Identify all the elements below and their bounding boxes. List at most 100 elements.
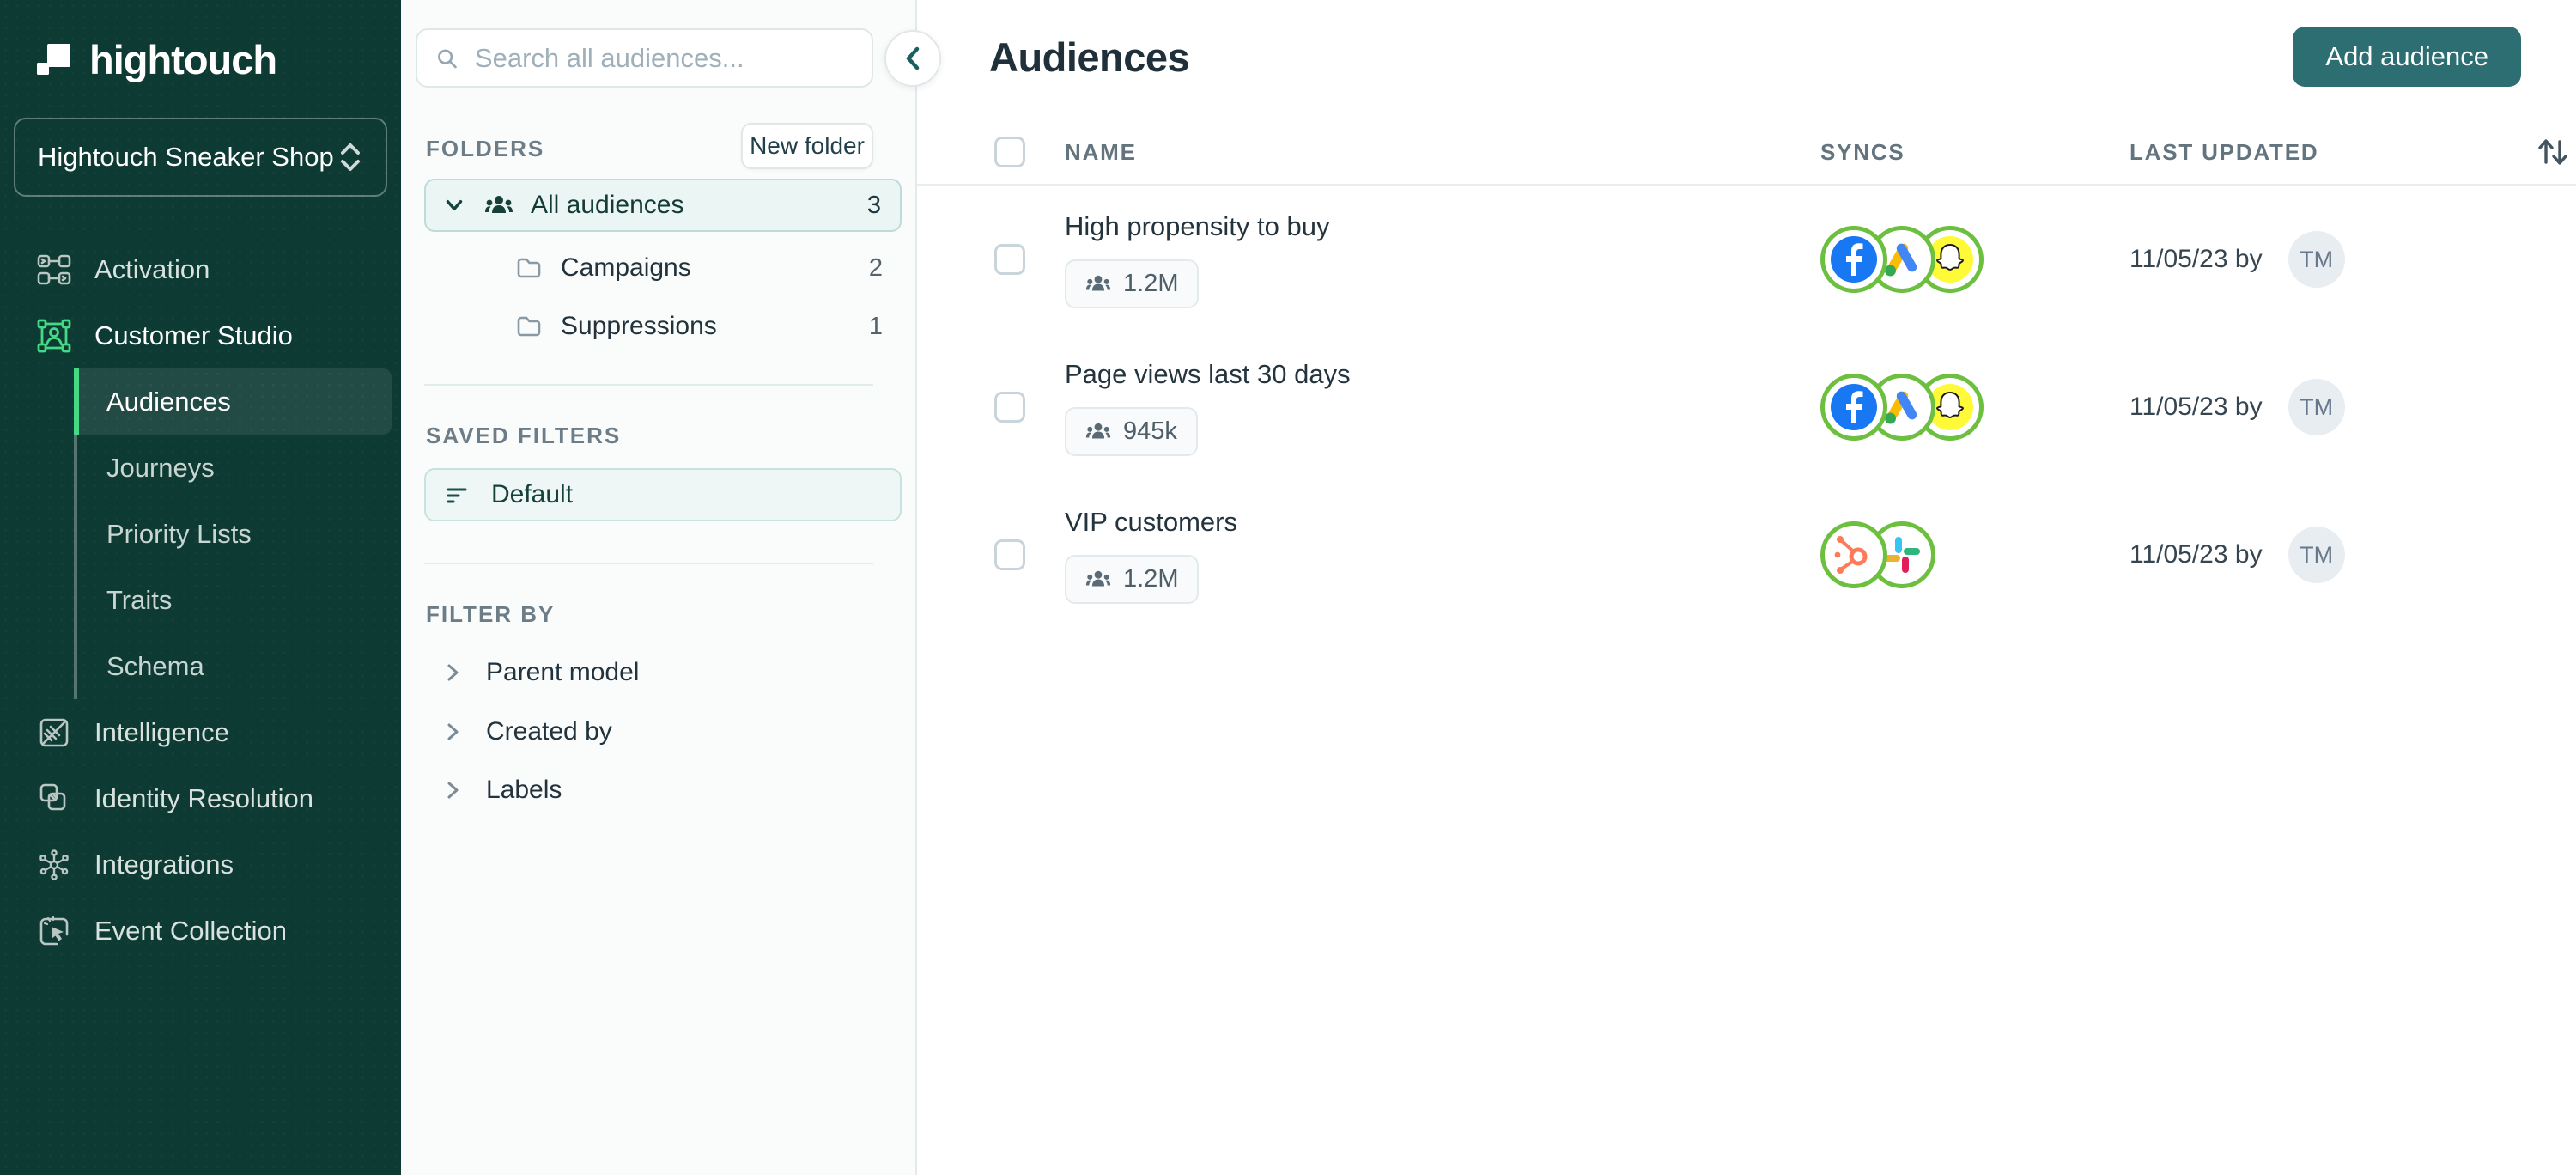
- add-audience-button[interactable]: Add audience: [2293, 27, 2521, 87]
- audience-size: 945k: [1123, 417, 1177, 445]
- chevron-down-icon[interactable]: [441, 192, 467, 218]
- identity-resolution-icon: [36, 781, 72, 817]
- audience-people-icon: [1085, 570, 1111, 586]
- saved-filter-default[interactable]: Default: [424, 468, 902, 521]
- sidebar-item-integrations[interactable]: Integrations: [0, 831, 401, 898]
- column-header-name: NAME: [1065, 138, 1137, 165]
- nav-label-priority-lists: Priority Lists: [106, 518, 252, 549]
- chevron-left-icon: [906, 46, 920, 70]
- logo-wordmark: hightouch: [89, 37, 277, 82]
- folder-suppressions[interactable]: Suppressions 1: [424, 304, 902, 349]
- nav-label-schema: Schema: [106, 650, 204, 681]
- snapchat-sync-icon[interactable]: [1917, 226, 1984, 293]
- audience-size-badge: 945k: [1065, 406, 1198, 456]
- new-folder-button[interactable]: New folder: [741, 123, 873, 169]
- sidebar-item-event-collection[interactable]: Event Collection: [0, 898, 401, 964]
- syncs-cell: [1820, 521, 2129, 588]
- filter-parent-model[interactable]: Parent model: [424, 650, 902, 695]
- column-header-last-updated: LAST UPDATED: [2129, 138, 2319, 165]
- audience-size: 1.2M: [1123, 269, 1179, 297]
- nav-label-activation: Activation: [94, 253, 210, 284]
- sidebar-item-identity-resolution[interactable]: Identity Resolution: [0, 765, 401, 831]
- sidebar-item-activation[interactable]: Activation: [0, 236, 401, 302]
- filter-label: Created by: [486, 717, 612, 746]
- sidebar-item-customer-studio[interactable]: Customer Studio: [0, 302, 401, 368]
- hightouch-logo: hightouch: [0, 0, 401, 83]
- last-updated-cell: 11/05/23 by TM: [2129, 527, 2533, 583]
- hubspot-sync-icon[interactable]: [1820, 521, 1887, 588]
- event-collection-icon: [36, 913, 72, 949]
- sidebar-item-traits[interactable]: Traits: [77, 567, 392, 633]
- row-checkbox[interactable]: [994, 392, 1025, 423]
- audience-people-icon: [1085, 275, 1111, 290]
- sidebar-item-audiences[interactable]: Audiences: [74, 368, 392, 435]
- audience-name-link[interactable]: VIP customers: [1065, 506, 1238, 537]
- workspace-selector[interactable]: Hightouch Sneaker Shop: [14, 118, 387, 197]
- sidebar-item-journeys[interactable]: Journeys: [77, 435, 392, 501]
- table-row: High propensity to buy 1.2M: [917, 186, 2576, 333]
- audience-size: 1.2M: [1123, 564, 1179, 593]
- audience-name-link[interactable]: High propensity to buy: [1065, 210, 1330, 241]
- sidebar-item-intelligence[interactable]: Intelligence: [0, 699, 401, 765]
- avatar: TM: [2287, 231, 2345, 288]
- customer-studio-icon: [36, 318, 72, 354]
- audience-size-badge: 1.2M: [1065, 259, 1200, 308]
- page-title: Audiences: [989, 33, 1190, 80]
- workspace-name: Hightouch Sneaker Shop: [38, 142, 334, 172]
- sort-arrows-icon: [2538, 139, 2567, 165]
- chevron-right-icon: [447, 723, 459, 740]
- folder-all-audiences[interactable]: All audiences 3: [424, 179, 902, 232]
- activation-icon: [36, 252, 72, 288]
- folder-label: All audiences: [531, 191, 684, 219]
- row-checkbox[interactable]: [994, 539, 1025, 570]
- google-ads-sync-icon[interactable]: [1868, 226, 1935, 293]
- avatar: TM: [2287, 379, 2345, 435]
- hightouch-logo-icon: [37, 43, 70, 75]
- folder-campaigns[interactable]: Campaigns 2: [424, 246, 902, 290]
- last-updated-cell: 11/05/23 by TM: [2129, 379, 2533, 435]
- folder-count: 1: [868, 312, 883, 340]
- filter-by-heading: FILTER BY: [426, 601, 556, 627]
- audiences-side-panel: FOLDERS New folder All audiences 3 Campa…: [401, 0, 917, 1175]
- nav-label-event-collection: Event Collection: [94, 915, 288, 946]
- syncs-cell: [1820, 226, 2129, 293]
- sidebar-item-schema[interactable]: Schema: [77, 633, 392, 699]
- folder-icon: [517, 316, 541, 337]
- last-updated-text: 11/05/23 by: [2129, 393, 2263, 421]
- main-header: Audiences Add audience: [917, 0, 2576, 91]
- audience-size-badge: 1.2M: [1065, 554, 1200, 604]
- audience-people-icon: [485, 196, 513, 213]
- row-checkbox[interactable]: [994, 244, 1025, 275]
- nav-label-audiences: Audiences: [106, 386, 231, 417]
- sidebar-nav: Activation Customer Studio: [0, 236, 401, 964]
- workspace-updown-chevrons-icon: [341, 143, 360, 171]
- saved-filters-heading: SAVED FILTERS: [426, 423, 622, 448]
- folder-count: 2: [868, 253, 883, 282]
- select-all-checkbox[interactable]: [994, 137, 1025, 167]
- main-content: Audiences Add audience NAME SYNCS LAST U…: [917, 0, 2576, 1175]
- facebook-sync-icon[interactable]: [1820, 374, 1887, 441]
- filter-labels[interactable]: Labels: [424, 768, 902, 813]
- panel-divider: [424, 563, 873, 564]
- nav-label-integrations: Integrations: [94, 849, 234, 880]
- filter-created-by[interactable]: Created by: [424, 709, 902, 754]
- table-row: Page views last 30 days 945k: [917, 333, 2576, 481]
- folder-icon: [517, 258, 541, 278]
- panel-divider: [424, 384, 873, 386]
- syncs-cell: [1820, 374, 2129, 441]
- sidebar-item-priority-lists[interactable]: Priority Lists: [77, 501, 392, 567]
- nav-label-journeys: Journeys: [106, 452, 215, 483]
- nav-label-traits: Traits: [106, 584, 173, 615]
- filter-label: Labels: [486, 776, 562, 804]
- search-input[interactable]: [474, 42, 854, 74]
- customer-studio-subnav: Audiences Journeys Priority Lists Traits…: [74, 368, 401, 699]
- avatar: TM: [2287, 527, 2345, 583]
- sort-button[interactable]: [2533, 134, 2573, 170]
- audience-name-link[interactable]: Page views last 30 days: [1065, 358, 1351, 389]
- search-input-wrapper: [416, 28, 873, 88]
- last-updated-cell: 11/05/23 by TM: [2129, 231, 2533, 288]
- collapse-panel-button[interactable]: [884, 30, 941, 87]
- facebook-sync-icon[interactable]: [1820, 226, 1887, 293]
- column-header-syncs: SYNCS: [1820, 138, 1905, 165]
